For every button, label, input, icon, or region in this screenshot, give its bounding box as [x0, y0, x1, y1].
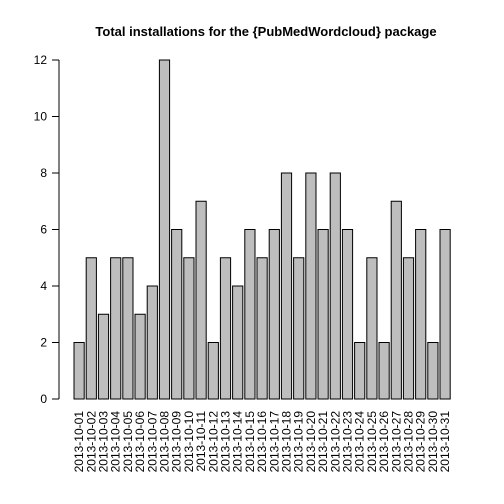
x-tick-label: 2013-10-18: [280, 411, 294, 473]
x-tick-label: 2013-10-27: [389, 411, 403, 473]
x-tick-label: 2013-10-13: [219, 411, 233, 473]
x-tick-label: 2013-10-10: [182, 411, 196, 473]
bar: [122, 257, 134, 400]
x-tick-label: 2013-10-30: [426, 411, 440, 473]
bar: [427, 342, 439, 400]
bar: [402, 257, 415, 400]
x-tick-label: 2013-10-06: [133, 411, 147, 473]
bar: [85, 257, 97, 400]
bar: [73, 342, 85, 400]
y-tick-label: 8: [40, 166, 47, 180]
x-tick-label: 2013-10-04: [109, 411, 123, 473]
x-tick-label: 2013-10-03: [97, 411, 111, 473]
x-tick-label: 2013-10-23: [341, 411, 355, 473]
x-tick-label: 2013-10-12: [206, 411, 220, 473]
bar: [171, 229, 183, 400]
bar: [354, 342, 366, 400]
bar: [439, 229, 451, 400]
y-tick-label: 4: [40, 279, 47, 293]
x-tick-label: 2013-10-17: [267, 411, 281, 473]
bar: [134, 313, 146, 400]
bar: [195, 200, 207, 400]
bar: [207, 342, 219, 400]
x-tick-label: 2013-10-11: [194, 411, 208, 472]
x-tick-label: 2013-10-26: [377, 411, 391, 473]
x-tick-label: 2013-10-08: [158, 411, 172, 473]
y-axis: 0 2 4 6 8 10 12: [34, 53, 60, 406]
bar: [366, 257, 378, 400]
chart-title: Total installations for the {PubMedWordc…: [95, 24, 436, 39]
bar: [305, 172, 317, 400]
x-tick-label: 2013-10-21: [316, 411, 330, 473]
x-tick-label: 2013-10-22: [328, 411, 342, 473]
x-tick-label: 2013-10-05: [121, 411, 135, 473]
x-tick-label: 2013-10-15: [243, 411, 257, 473]
bar: [268, 229, 280, 400]
bar: [378, 342, 390, 400]
y-tick-label: 2: [40, 336, 47, 350]
x-tick-label: 2013-10-16: [255, 411, 269, 473]
x-tick-label: 2013-10-24: [353, 411, 367, 473]
bar: [110, 257, 122, 400]
bar: [415, 229, 427, 400]
bar: [341, 229, 354, 400]
x-tick-label: 2013-10-31: [438, 411, 452, 473]
bar: [280, 172, 293, 400]
x-tick-label: 2013-10-29: [414, 411, 428, 473]
y-tick-label: 0: [40, 392, 47, 406]
bar: [219, 257, 232, 400]
bar: [256, 257, 268, 400]
bar: [390, 200, 402, 400]
bar: [183, 257, 195, 400]
x-tick-label: 2013-10-20: [304, 411, 318, 473]
bar: [158, 59, 171, 400]
x-tick-label: 2013-10-01: [72, 411, 86, 473]
x-tick-label: 2013-10-28: [402, 411, 416, 473]
x-tick-label: 2013-10-19: [292, 411, 306, 473]
bar: [293, 257, 305, 400]
bar: [317, 229, 329, 400]
bar: [232, 285, 244, 400]
x-tick-label: 2013-10-25: [365, 411, 379, 473]
y-tick-label: 12: [34, 53, 48, 67]
bar: [329, 172, 341, 400]
y-tick-label: 10: [34, 110, 48, 124]
bar: [97, 313, 110, 400]
x-tick-label: 2013-10-02: [84, 411, 98, 473]
x-tick-label: 2013-10-14: [231, 411, 245, 473]
x-tick-label: 2013-10-09: [170, 411, 184, 473]
bar: [244, 229, 256, 400]
bars: [73, 59, 451, 400]
bar: [146, 285, 158, 400]
x-tick-label: 2013-10-07: [145, 411, 159, 473]
x-axis-labels: 2013-10-012013-10-022013-10-032013-10-04…: [72, 411, 452, 473]
y-tick-label: 6: [40, 223, 47, 237]
